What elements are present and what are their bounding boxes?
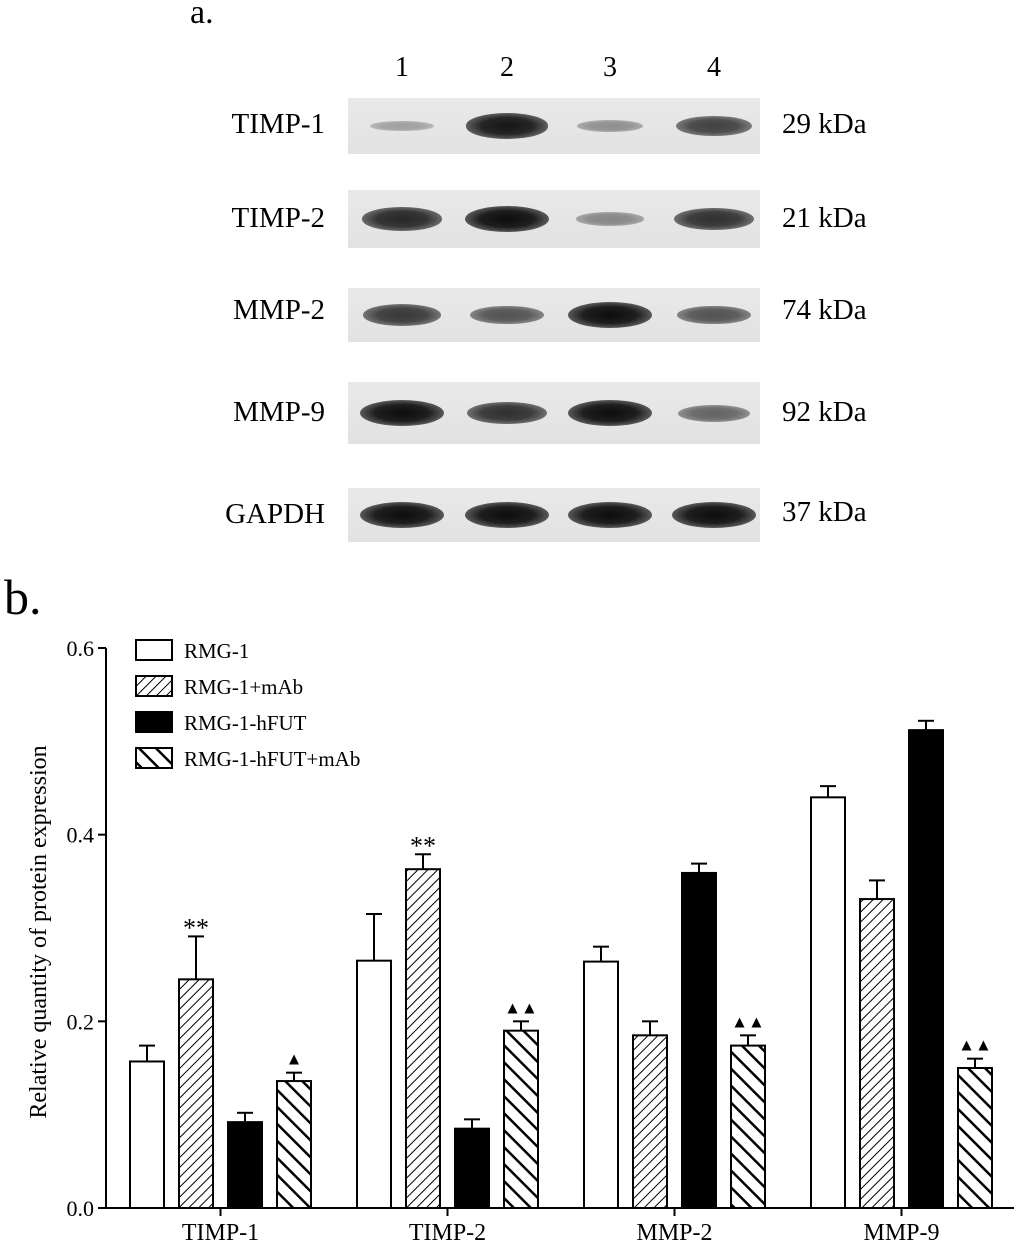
kda-label: 29 kDa bbox=[782, 108, 867, 140]
blot-band bbox=[370, 120, 434, 132]
blot-band bbox=[465, 502, 549, 528]
significance-mark: ▲▲ bbox=[504, 998, 538, 1017]
y-tick-label: 0.6 bbox=[67, 636, 95, 661]
protein-label: TIMP-1 bbox=[231, 108, 325, 140]
legend-swatch bbox=[135, 747, 173, 769]
lane-number: 2 bbox=[500, 52, 514, 83]
bar bbox=[632, 1034, 668, 1210]
legend-label: RMG-1 bbox=[184, 639, 249, 663]
protein-label: GAPDH bbox=[225, 498, 325, 530]
x-tick-label: MMP-9 bbox=[863, 1220, 939, 1243]
bar bbox=[276, 1080, 312, 1209]
y-tick-label: 0.4 bbox=[67, 823, 95, 848]
x-tick-label: MMP-2 bbox=[636, 1220, 712, 1243]
significance-mark: ▲▲ bbox=[958, 1036, 992, 1055]
kda-label: 92 kDa bbox=[782, 396, 867, 428]
bar bbox=[810, 796, 846, 1209]
lane-number: 1 bbox=[395, 52, 409, 83]
bar bbox=[405, 868, 441, 1209]
blot-band bbox=[467, 401, 547, 425]
kda-label: 21 kDa bbox=[782, 202, 867, 234]
panel-b-label: b. bbox=[4, 569, 42, 625]
bar bbox=[681, 871, 717, 1210]
blot-band bbox=[568, 400, 652, 426]
y-axis-label: Relative quantity of protein expression bbox=[26, 745, 52, 1118]
bar bbox=[503, 1029, 539, 1209]
x-tick-label: TIMP-2 bbox=[409, 1220, 486, 1243]
protein-label: MMP-9 bbox=[233, 396, 325, 428]
bar bbox=[908, 729, 944, 1210]
legend-label: RMG-1+mAb bbox=[184, 675, 303, 699]
legend-swatch bbox=[135, 639, 173, 661]
legend-label: RMG-1-hFUT bbox=[184, 711, 307, 735]
kda-label: 74 kDa bbox=[782, 294, 867, 326]
bar bbox=[178, 978, 214, 1209]
y-tick-label: 0.2 bbox=[67, 1009, 95, 1034]
blot-band bbox=[465, 206, 549, 232]
blot-band bbox=[568, 502, 652, 528]
blot-band bbox=[361, 207, 443, 231]
blot-band bbox=[576, 212, 644, 226]
blot-band bbox=[672, 502, 756, 528]
bar bbox=[129, 1060, 165, 1210]
blot-band bbox=[577, 119, 643, 133]
blot-band bbox=[676, 305, 752, 325]
blot-band bbox=[465, 113, 549, 139]
bar bbox=[454, 1127, 490, 1209]
protein-label: MMP-2 bbox=[233, 294, 325, 326]
blot-band bbox=[469, 305, 545, 325]
protein-label: TIMP-2 bbox=[231, 202, 325, 234]
legend-swatch bbox=[135, 675, 173, 697]
kda-label: 37 kDa bbox=[782, 496, 867, 528]
bar bbox=[583, 960, 619, 1209]
bar bbox=[957, 1067, 993, 1209]
significance-mark: ** bbox=[183, 913, 209, 942]
legend-swatch bbox=[135, 711, 173, 733]
blot-band bbox=[360, 400, 444, 426]
bar bbox=[859, 898, 895, 1209]
significance-mark: ▲ bbox=[286, 1050, 303, 1069]
panel-a-label: a. bbox=[190, 0, 214, 31]
blot-band bbox=[360, 502, 444, 528]
blot-band bbox=[568, 302, 652, 328]
blot-band bbox=[363, 304, 441, 326]
significance-mark: ▲▲ bbox=[731, 1012, 765, 1031]
lane-number: 3 bbox=[603, 52, 617, 83]
blot-band bbox=[678, 404, 750, 422]
bar bbox=[227, 1121, 263, 1209]
lane-number: 4 bbox=[707, 52, 721, 83]
blot-band bbox=[674, 207, 754, 231]
x-tick-label: TIMP-1 bbox=[182, 1220, 259, 1243]
significance-mark: ** bbox=[410, 831, 436, 860]
blot-band bbox=[675, 115, 753, 137]
legend-label: RMG-1-hFUT+mAb bbox=[184, 747, 360, 771]
bar bbox=[356, 959, 392, 1210]
y-tick-label: 0.0 bbox=[67, 1196, 95, 1221]
bar bbox=[730, 1044, 766, 1209]
